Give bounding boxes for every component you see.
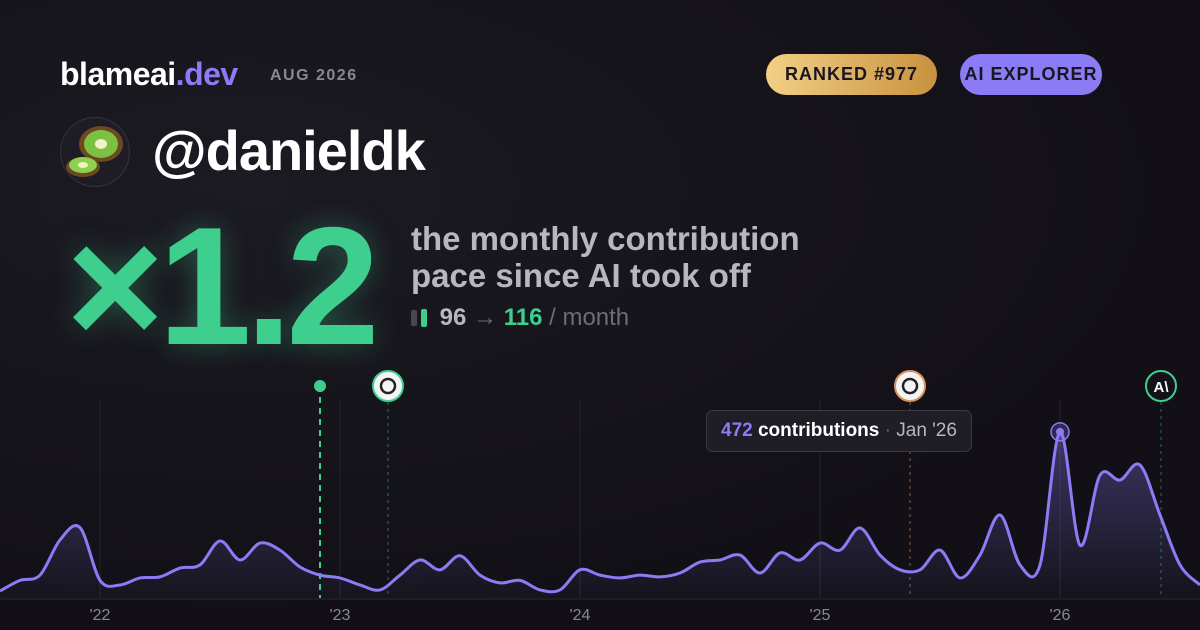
x-tick-label: '22 [90, 607, 111, 624]
tooltip-date: Jan '26 [896, 420, 957, 441]
x-tick-label: '23 [330, 607, 351, 624]
period: AUG 2026 [270, 67, 358, 84]
rank-badge: RANKED #977 [766, 54, 938, 95]
pace: 96 → 116 / month [411, 304, 629, 332]
tooltip-separator: · [884, 420, 891, 441]
tooltip-value: 472 [721, 420, 753, 441]
tier-badge: AI EXPLORER [960, 54, 1102, 95]
caption-line: the monthly contribution [411, 220, 800, 257]
avatar [60, 117, 130, 187]
brand-suffix: .dev [175, 56, 239, 92]
tooltip: 472 contributions · Jan '26 [706, 410, 972, 452]
openai-icon [372, 370, 404, 402]
pace-before: 96 [439, 304, 467, 331]
caption: the monthly contribution pace since AI t… [411, 220, 800, 294]
x-tick-label: '26 [1050, 607, 1071, 624]
line [0, 430, 1200, 594]
event-dot [314, 380, 326, 392]
tooltip-label: contributions [757, 420, 880, 441]
handle: @danieldk [152, 119, 426, 182]
x-tick-label: '25 [810, 607, 831, 624]
highlight-point [1056, 427, 1064, 436]
openai-icon [894, 370, 926, 402]
area [0, 431, 1200, 598]
brand: blameai.dev [60, 56, 238, 93]
pace-after: 116 [503, 304, 543, 331]
pace-arrow: → [473, 304, 498, 331]
brand-name: blameai [60, 56, 176, 92]
pace-unit: / month [549, 304, 630, 331]
multiplier: ×1.2 [66, 192, 380, 380]
caption-line: pace since AI took off [411, 257, 751, 294]
x-tick-label: '24 [570, 607, 591, 624]
pace-icon [411, 309, 427, 327]
anthropic-logo-text: A\ [1154, 379, 1170, 396]
anthropic-icon: A\ [1145, 370, 1177, 402]
